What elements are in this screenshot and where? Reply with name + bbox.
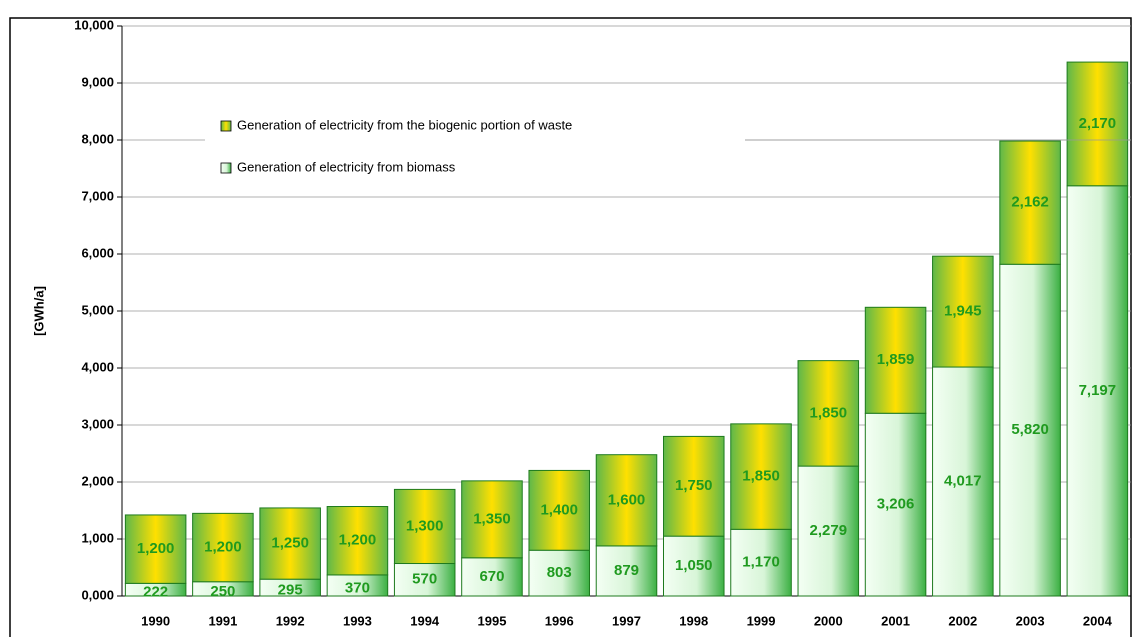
value-label: 1,200 [204, 539, 242, 556]
value-label: 1,945 [944, 303, 982, 320]
value-label: 1,850 [810, 404, 848, 421]
value-label: 1,750 [675, 477, 713, 494]
x-tick-label: 2001 [881, 613, 910, 628]
value-label: 370 [345, 579, 370, 596]
legend-swatch [220, 162, 232, 174]
bar-segment [528, 549, 591, 597]
y-tick-label: 6,000 [81, 245, 114, 260]
y-tick-label: 2,000 [81, 473, 114, 488]
value-label: 803 [547, 564, 572, 581]
x-tick-label: 1998 [679, 613, 708, 628]
value-label: 1,600 [608, 491, 646, 508]
bar-segment [999, 263, 1061, 597]
value-label: 1,050 [675, 557, 713, 574]
bar-segment [393, 488, 456, 565]
value-label: 879 [614, 562, 639, 579]
value-label: 2,279 [810, 522, 848, 539]
bar-segment [1066, 61, 1129, 187]
y-tick-label: 3,000 [81, 416, 114, 431]
x-tick-label: 1993 [343, 613, 372, 628]
value-label: 1,300 [406, 517, 444, 534]
bar-segment [932, 366, 994, 597]
y-tick-label: 9,000 [81, 74, 114, 89]
bar-segment [124, 514, 187, 584]
x-tick-label: 1995 [478, 613, 507, 628]
bar-segment [259, 507, 321, 580]
value-label: 1,170 [742, 554, 780, 571]
value-label: 2,170 [1079, 115, 1117, 132]
x-tick-label: 1992 [276, 613, 305, 628]
x-tick-label: 1999 [747, 613, 776, 628]
value-label: 295 [278, 582, 303, 599]
value-label: 222 [143, 584, 168, 601]
bar-segment [864, 412, 927, 597]
value-label: 1,400 [540, 501, 578, 518]
x-tick-label: 1991 [208, 613, 237, 628]
value-label: 570 [412, 571, 437, 588]
value-label: 7,197 [1079, 382, 1117, 399]
y-tick-label: 8,000 [81, 131, 114, 146]
bar-segment [1066, 185, 1129, 597]
value-label: 1,859 [877, 351, 915, 368]
bar-segment [932, 255, 994, 368]
y-tick-label: 0,000 [81, 587, 114, 602]
bar-segment [192, 512, 254, 583]
bar-segment [797, 360, 860, 467]
x-tick-label: 1996 [545, 613, 574, 628]
value-label: 1,850 [742, 468, 780, 485]
bar-segment [595, 454, 658, 547]
legend-swatch [220, 120, 232, 132]
bar-segment [461, 557, 523, 597]
value-label: 670 [479, 568, 504, 585]
legend-label: Generation of electricity from biomass [237, 159, 456, 174]
value-label: 5,820 [1011, 421, 1049, 438]
y-tick-label: 4,000 [81, 359, 114, 374]
value-label: 4,017 [944, 472, 982, 489]
bar-segment [797, 465, 860, 597]
x-tick-label: 2000 [814, 613, 843, 628]
x-tick-label: 2003 [1016, 613, 1045, 628]
bar-segment [730, 528, 792, 597]
x-tick-label: 1997 [612, 613, 641, 628]
legend-box [205, 106, 745, 188]
value-label: 1,350 [473, 510, 511, 527]
bar-segment [662, 435, 725, 537]
x-tick-label: 1994 [410, 613, 440, 628]
y-tick-label: 1,000 [81, 530, 114, 545]
x-tick-label: 2004 [1083, 613, 1113, 628]
bar-segment [730, 423, 792, 530]
y-tick-label: 10,000 [74, 17, 114, 32]
value-label: 1,200 [137, 540, 175, 557]
bar-segment [461, 480, 523, 559]
bar-segment [999, 140, 1061, 265]
y-tick-label: 7,000 [81, 188, 114, 203]
value-label: 1,200 [339, 532, 377, 549]
bar-segment [326, 506, 389, 576]
value-label: 250 [210, 583, 235, 600]
value-label: 1,250 [271, 535, 309, 552]
bar-segment [595, 545, 658, 597]
bar-segment [864, 306, 927, 414]
y-axis-label: [GWh/a] [31, 286, 46, 336]
x-tick-label: 2002 [948, 613, 977, 628]
y-tick-label: 5,000 [81, 302, 114, 317]
x-tick-label: 1990 [141, 613, 170, 628]
bar-segment [528, 469, 591, 551]
value-label: 2,162 [1011, 194, 1049, 211]
legend-label: Generation of electricity from the bioge… [237, 117, 572, 132]
value-label: 3,206 [877, 496, 915, 513]
